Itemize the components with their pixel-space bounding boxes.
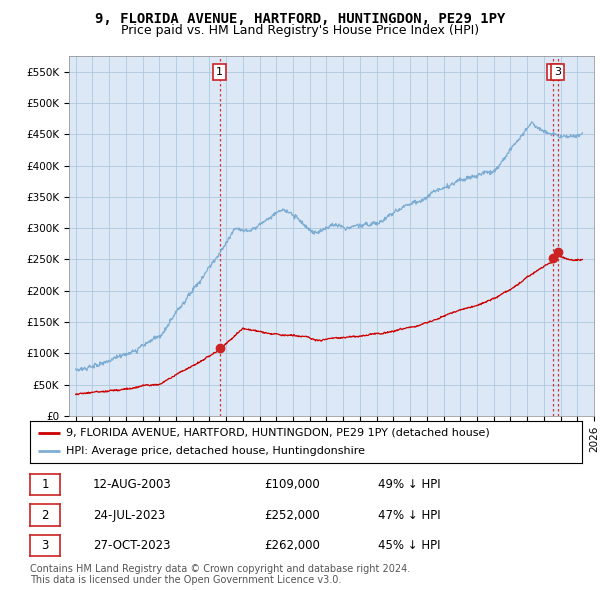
Text: 1: 1 [41, 478, 49, 491]
Text: 49% ↓ HPI: 49% ↓ HPI [378, 478, 440, 491]
Text: 9, FLORIDA AVENUE, HARTFORD, HUNTINGDON, PE29 1PY (detached house): 9, FLORIDA AVENUE, HARTFORD, HUNTINGDON,… [66, 428, 490, 438]
Text: Price paid vs. HM Land Registry's House Price Index (HPI): Price paid vs. HM Land Registry's House … [121, 24, 479, 37]
Text: £262,000: £262,000 [264, 539, 320, 552]
Text: HPI: Average price, detached house, Huntingdonshire: HPI: Average price, detached house, Hunt… [66, 446, 365, 456]
Text: 12-AUG-2003: 12-AUG-2003 [93, 478, 172, 491]
Text: 27-OCT-2023: 27-OCT-2023 [93, 539, 170, 552]
Text: 45% ↓ HPI: 45% ↓ HPI [378, 539, 440, 552]
Text: 2: 2 [41, 509, 49, 522]
Text: 3: 3 [554, 67, 561, 77]
Text: 3: 3 [41, 539, 49, 552]
Text: £252,000: £252,000 [264, 509, 320, 522]
Text: 1: 1 [216, 67, 223, 77]
Text: 9, FLORIDA AVENUE, HARTFORD, HUNTINGDON, PE29 1PY: 9, FLORIDA AVENUE, HARTFORD, HUNTINGDON,… [95, 12, 505, 26]
Text: 24-JUL-2023: 24-JUL-2023 [93, 509, 165, 522]
Text: £109,000: £109,000 [264, 478, 320, 491]
Text: Contains HM Land Registry data © Crown copyright and database right 2024.
This d: Contains HM Land Registry data © Crown c… [30, 563, 410, 585]
Text: 47% ↓ HPI: 47% ↓ HPI [378, 509, 440, 522]
Text: 2: 2 [550, 67, 557, 77]
